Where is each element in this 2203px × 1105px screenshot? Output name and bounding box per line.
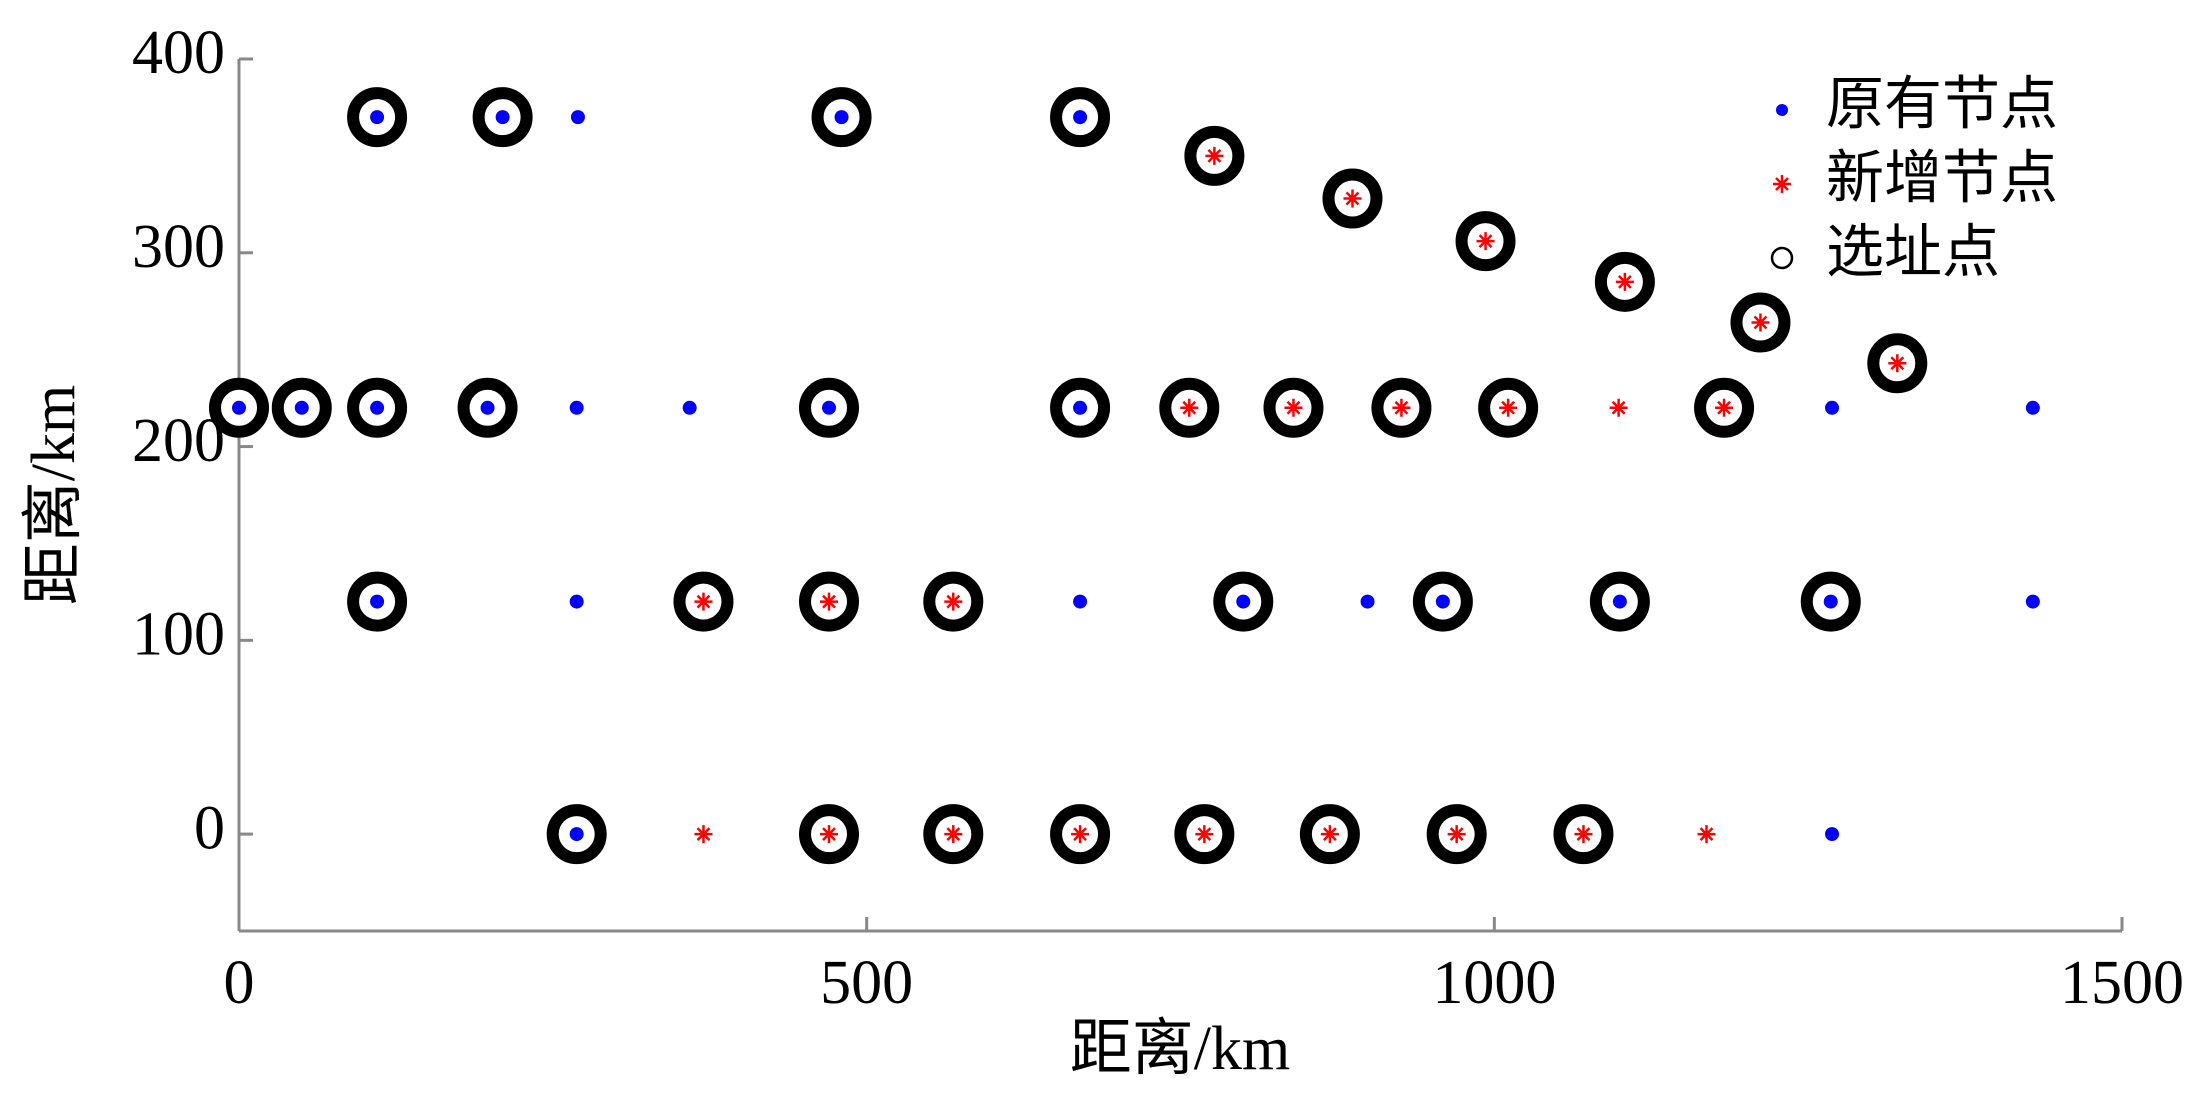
point: [495, 110, 510, 125]
point: [1392, 398, 1411, 417]
point: [944, 825, 963, 844]
point: [1823, 594, 1838, 609]
point: [569, 594, 584, 609]
point: [1195, 825, 1214, 844]
point: [232, 400, 246, 415]
point: [1073, 110, 1088, 125]
point: [1609, 398, 1628, 417]
point: [834, 110, 849, 125]
point: [1499, 398, 1518, 417]
point: [1071, 825, 1090, 844]
point: [1284, 398, 1303, 417]
point: [822, 400, 837, 415]
point: [1236, 594, 1251, 609]
x-tick-label: 0: [224, 949, 255, 1017]
point: [370, 400, 385, 415]
legend-marker: [1773, 175, 1791, 193]
point: [1180, 398, 1199, 417]
point: [1435, 594, 1450, 609]
point: [570, 110, 585, 125]
point: [1825, 400, 1840, 415]
point: [820, 825, 839, 844]
y-axis-label: 距离/km: [20, 385, 88, 605]
y-tick-label: 200: [132, 407, 225, 475]
point: [1825, 827, 1840, 842]
series: [209, 87, 1928, 865]
point: [1751, 313, 1770, 332]
point: [1343, 189, 1362, 208]
point: [370, 110, 385, 125]
y-tick-label: 400: [132, 19, 225, 87]
point: [569, 400, 584, 415]
point: [1073, 594, 1088, 609]
series: [232, 110, 2040, 842]
point: [1205, 146, 1224, 165]
y-tick-label: 300: [132, 213, 225, 281]
point: [1615, 272, 1634, 291]
legend-marker: [1770, 246, 1794, 270]
point: [294, 400, 309, 415]
point: [2025, 400, 2040, 415]
point: [569, 827, 584, 842]
point: [1476, 232, 1495, 251]
legend-label: 原有节点: [1826, 71, 2058, 136]
point: [1888, 354, 1907, 373]
point: [1612, 594, 1627, 609]
x-axis-label: 距离/km: [1070, 1015, 1290, 1083]
point: [1697, 825, 1716, 844]
series: [694, 146, 1907, 844]
point: [682, 400, 697, 415]
x-tick-label: 1000: [1432, 949, 1556, 1017]
point: [820, 592, 839, 611]
point: [694, 825, 713, 844]
point: [944, 592, 963, 611]
legend-marker: [1776, 104, 1788, 116]
y-tick-label: 100: [132, 601, 225, 669]
x-tick-label: 500: [820, 949, 913, 1017]
point: [480, 400, 495, 415]
legend-label: 选址点: [1826, 219, 2000, 284]
point: [1715, 398, 1734, 417]
point: [1574, 825, 1593, 844]
x-tick-label: 1500: [2060, 949, 2184, 1017]
point: [1320, 825, 1339, 844]
legend-label: 新增节点: [1826, 145, 2058, 210]
point: [694, 592, 713, 611]
y-tick-label: 0: [194, 794, 225, 862]
point: [2025, 594, 2040, 609]
point: [1073, 400, 1088, 415]
point: [370, 594, 385, 609]
point: [1360, 594, 1375, 609]
point: [1447, 825, 1466, 844]
